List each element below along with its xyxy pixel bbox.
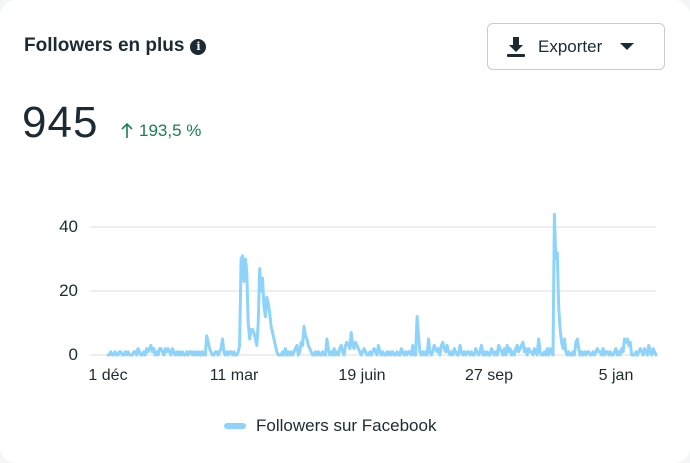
export-label: Exporter (538, 36, 603, 56)
delta-badge: 193,5 % (121, 121, 201, 141)
caret-down-icon (620, 43, 635, 50)
series-line-facebook-followers (106, 212, 658, 357)
delta-value: 193,5 % (139, 121, 202, 140)
info-icon[interactable]: i (190, 38, 207, 55)
x-tick-4: 5 jan (598, 367, 634, 384)
x-tick-2: 19 juin (338, 367, 386, 384)
card-title-text: Followers en plus (24, 35, 185, 56)
card-title: Followers en plus i (24, 35, 207, 57)
arrow-up-icon (121, 123, 133, 138)
x-tick-3: 27 sep (464, 367, 514, 384)
y-tick-40: 40 (59, 217, 78, 236)
total-followers: 945 (22, 98, 99, 147)
x-tick-0: 1 déc (88, 367, 128, 384)
y-tick-20: 20 (59, 281, 78, 300)
download-icon (507, 36, 525, 57)
x-tick-1: 11 mar (209, 367, 259, 384)
export-button[interactable]: Exporter (487, 23, 665, 70)
y-tick-0: 0 (68, 345, 78, 364)
legend-label: Followers sur Facebook (256, 416, 437, 435)
chart-legend[interactable]: Followers sur Facebook (224, 416, 436, 436)
legend-swatch (224, 423, 246, 429)
